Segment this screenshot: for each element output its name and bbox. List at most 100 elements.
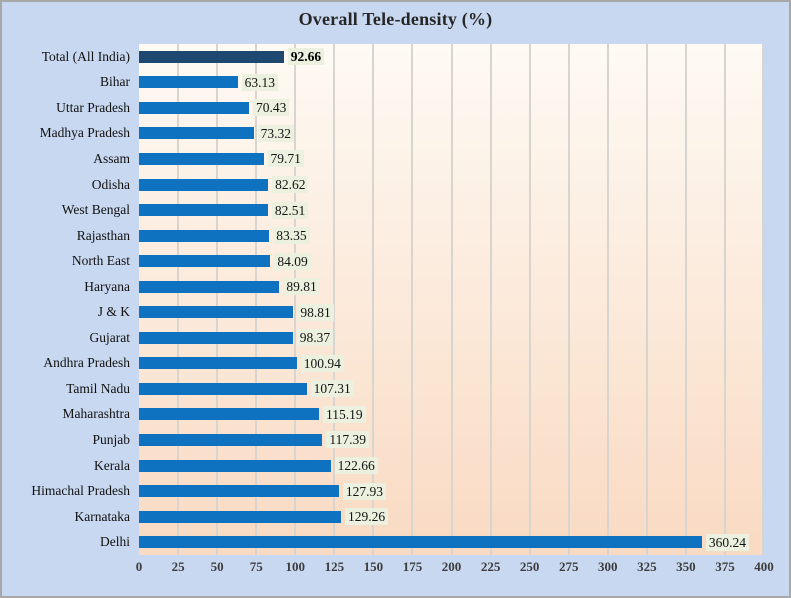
bar-row: 70.43 [139,95,764,121]
bar-row: 360.24 [139,529,764,555]
x-axis: 0 25 50 75 100 125 150 175 200 225 250 275 300 325 350… [135,559,774,581]
category-label: Kerala [94,457,130,473]
category-label: Punjab [92,431,130,447]
category-label: Assam [93,150,130,166]
x-tick-label: 175 [402,559,423,574]
bar-row: 129.26 [139,504,764,530]
x-tick-label: 100 [285,559,306,574]
bar [139,152,264,165]
gridline [450,44,453,555]
category-label: Karnataka [74,508,130,524]
bar-row: 84.09 [139,248,764,274]
x-tick-label: 250 [519,559,540,574]
bar-row: 82.51 [139,197,764,223]
value-label: 100.94 [300,354,344,372]
x-tick-label: 50 [210,559,224,574]
gridline [372,44,375,555]
category-label: West Bengal [61,202,130,218]
value-label: 127.93 [342,482,387,500]
gridline [645,44,648,555]
bar-row: 63.13 [139,70,764,96]
gridline [684,44,687,555]
value-label: 117.39 [326,431,370,449]
gridline [489,44,492,555]
bar-row: 127.93 [139,478,764,504]
value-label: 83.35 [273,227,310,245]
x-tick-label: 275 [558,559,579,574]
bar [139,101,250,114]
bar-row: 92.66 [139,44,764,70]
value-label: 107.31 [310,380,354,398]
category-label: J & K [97,304,130,320]
x-tick-label: 125 [324,559,345,574]
x-tick-label: 300 [598,559,618,574]
x-tick-label: 25 [171,559,185,574]
gridline [177,44,180,555]
x-tick-label: 400 [754,559,774,574]
value-label: 70.43 [253,99,290,117]
plot-area: 92.66 63.13 70.43 73.32 79.71 82.62 82.51 83.35… [139,44,764,555]
gridline [528,44,531,555]
x-tick-label: 325 [637,559,657,574]
bar [139,433,323,446]
bar-row: 73.32 [139,121,764,147]
bar [139,459,331,472]
gridline [762,44,764,555]
value-label: 84.09 [274,252,311,270]
value-label: 89.81 [283,278,320,296]
value-label: 63.13 [241,73,279,91]
category-label: Tamil Nadu [66,380,130,396]
x-tick-label: 225 [480,559,501,574]
gridline [333,44,336,555]
value-label: 122.66 [334,457,378,475]
bar [139,127,254,140]
value-label: 129.26 [344,508,389,526]
x-tick-label: 350 [676,559,696,574]
value-label: 98.37 [296,329,334,347]
bar-rows: 92.66 63.13 70.43 73.32 79.71 82.62 82.51 83.35… [139,44,764,555]
x-tick-label: 375 [715,559,735,574]
category-label: Uttar Pradesh [56,99,130,115]
value-label: 115.19 [322,405,366,423]
category-label: Gujarat [89,329,130,345]
bar-row: 122.66 [139,453,764,479]
bar [139,50,284,63]
category-label: Bihar [100,74,130,90]
bar-row: 98.81 [139,299,764,325]
gridline [567,44,570,555]
category-label: Delhi [100,534,130,550]
category-label: North East [71,253,130,269]
bar [139,280,280,293]
category-label: Odisha [91,176,130,192]
value-label: 98.81 [297,303,334,321]
category-label: Maharashtra [62,406,130,422]
bar-row: 100.94 [139,351,764,377]
bar [139,510,341,523]
bar [139,306,294,319]
category-label: Andhra Pradesh [43,355,130,371]
bar-row: 79.71 [139,146,764,172]
value-label: 92.66 [287,48,325,66]
category-label: Madhya Pradesh [39,125,130,141]
value-label: 82.62 [272,176,309,193]
x-tick-label: 150 [363,559,384,574]
bar-row: 89.81 [139,274,764,300]
bar-row: 82.62 [139,172,764,198]
bar-row: 83.35 [139,223,764,249]
bar [139,229,270,242]
bar [139,357,297,370]
value-label: 79.71 [267,150,304,168]
gridline [723,44,726,555]
category-label: Haryana [84,278,130,294]
gridline [255,44,258,555]
category-label: Rajasthan [76,227,130,243]
category-axis: Total (All India) Bihar Uttar Pradesh Madhy… [4,44,135,555]
category-label: Total (All India) [41,48,130,64]
x-tick-label: 0 [135,559,143,574]
bar [139,536,702,549]
bar [139,408,319,421]
bar [139,204,268,217]
x-tick-label: 200 [441,559,462,574]
category-label: Himachal Pradesh [31,483,130,499]
bar-row: 115.19 [139,402,764,428]
